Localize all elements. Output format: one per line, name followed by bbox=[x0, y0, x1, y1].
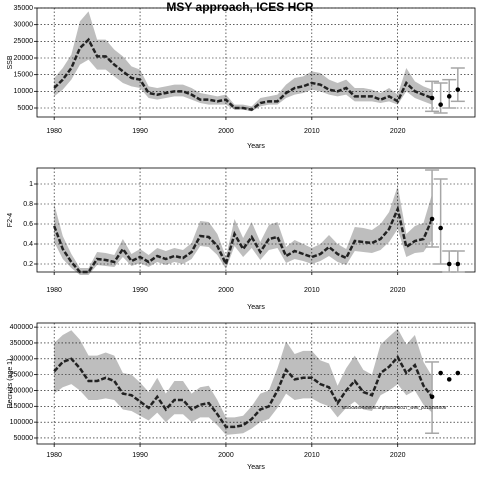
forecast-point bbox=[446, 377, 452, 382]
x-tick-label: 2010 bbox=[304, 452, 320, 459]
forecast-point bbox=[438, 225, 443, 231]
y-tick-label: 300000 bbox=[10, 356, 33, 363]
y-tick-label: 50000 bbox=[14, 435, 34, 442]
forecast-point bbox=[429, 95, 435, 101]
y-tick-label: 1 bbox=[29, 181, 33, 188]
annotation: stockassessment.org/NSSP2017_w96_pd13484… bbox=[342, 405, 447, 410]
y-tick-label: 0.4 bbox=[23, 241, 33, 248]
y-tick-label: 350000 bbox=[10, 340, 33, 347]
x-tick-label: 1990 bbox=[132, 452, 148, 459]
y-axis-label: SSB bbox=[7, 55, 14, 69]
forecast-point bbox=[446, 261, 452, 267]
error-bar bbox=[425, 169, 440, 248]
y-tick-label: 200000 bbox=[10, 387, 33, 394]
forecast-point bbox=[455, 370, 461, 376]
chart-title: MSY approach, ICES HCR bbox=[166, 0, 313, 14]
x-tick-label: 2020 bbox=[390, 287, 406, 294]
x-tick-label: 1980 bbox=[46, 452, 62, 459]
x-axis-label: Years bbox=[247, 143, 265, 150]
error-bar bbox=[450, 67, 465, 103]
y-tick-label: 150000 bbox=[10, 403, 33, 410]
confidence-band bbox=[54, 11, 433, 112]
y-tick-label: 250000 bbox=[10, 371, 33, 378]
forecast-point bbox=[429, 394, 435, 400]
y-tick-label: 25000 bbox=[14, 38, 34, 45]
x-tick-label: 2000 bbox=[218, 128, 234, 135]
x-tick-label: 1980 bbox=[46, 128, 62, 135]
y-tick-label: 10000 bbox=[14, 88, 34, 95]
y-tick-label: 100000 bbox=[10, 419, 33, 426]
x-tick-label: 2010 bbox=[304, 287, 320, 294]
x-tick-label: 2010 bbox=[304, 128, 320, 135]
y-tick-label: 400000 bbox=[10, 324, 33, 331]
y-tick-label: 0.8 bbox=[23, 201, 33, 208]
x-tick-label: 1990 bbox=[132, 128, 148, 135]
x-tick-label: 2020 bbox=[390, 128, 406, 135]
error-bar bbox=[450, 250, 465, 273]
error-bar bbox=[433, 82, 448, 114]
confidence-band bbox=[54, 328, 433, 435]
y-tick-label: 15000 bbox=[14, 72, 34, 79]
x-tick-label: 1980 bbox=[46, 287, 62, 294]
x-axis-label: Years bbox=[247, 464, 265, 471]
error-bar bbox=[442, 78, 457, 109]
x-axis-label: Years bbox=[247, 304, 265, 311]
x-tick-label: 2020 bbox=[390, 452, 406, 459]
plot-frame bbox=[36, 167, 476, 273]
forecast-point bbox=[455, 261, 461, 267]
forecast-point bbox=[438, 370, 443, 376]
forecast-point bbox=[429, 216, 435, 222]
y-axis-label: F2-4 bbox=[7, 213, 14, 228]
error-bar bbox=[433, 178, 448, 265]
y-tick-label: 0.6 bbox=[23, 221, 33, 228]
error-bar bbox=[442, 250, 457, 273]
y-tick-label: 5000 bbox=[17, 105, 33, 112]
y-axis-label: Recruits (age 1) bbox=[7, 359, 14, 409]
x-tick-label: 1990 bbox=[132, 287, 148, 294]
median-line bbox=[53, 37, 433, 112]
x-tick-label: 2000 bbox=[218, 287, 234, 294]
median-line bbox=[53, 204, 434, 274]
forecast-point bbox=[455, 87, 461, 92]
y-tick-label: 20000 bbox=[14, 55, 34, 62]
y-tick-label: 30000 bbox=[14, 22, 34, 29]
x-tick-label: 2000 bbox=[218, 452, 234, 459]
forecast-point bbox=[446, 94, 452, 99]
plot-frame bbox=[36, 322, 476, 445]
forecast-point bbox=[438, 102, 443, 107]
plot-frame bbox=[36, 7, 476, 118]
y-tick-label: 0.2 bbox=[23, 261, 33, 268]
y-tick-label: 35000 bbox=[14, 5, 34, 12]
